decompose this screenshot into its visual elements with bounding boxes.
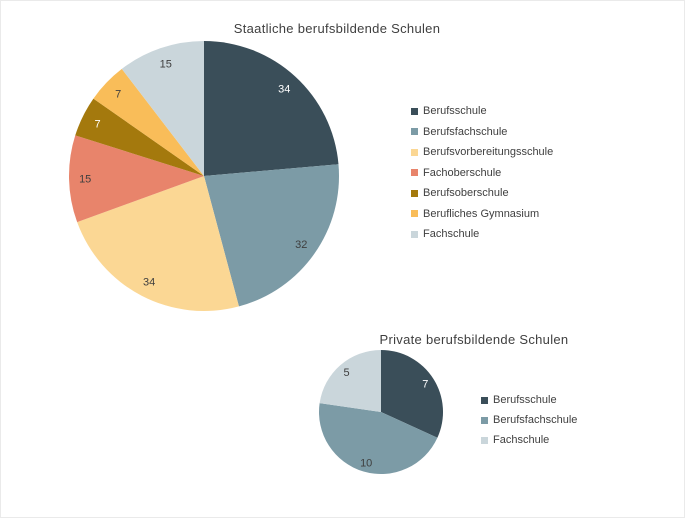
pie-slice-berufsvorbereitungsschule [77,176,239,311]
pie-value-label-berufsoberschule: 7 [94,118,100,130]
legend-label: Fachoberschule [423,166,502,179]
legend-label: Berufsvorbereitungsschule [423,146,554,159]
legend-swatch-icon [481,436,488,444]
legend-swatch-icon [411,230,418,238]
legend-swatch-icon [481,416,488,424]
legend-swatch-icon [411,210,418,218]
pie-value-label-berufsschule: 7 [422,378,428,390]
legend-label: Berufliches Gymnasium [423,207,540,220]
chart-title-staatliche: Staatliche berufsbildende Schulen [233,21,441,36]
pie-slice-fachschule [319,350,381,412]
pie-slice-berufliches-gymnasium [93,68,204,176]
legend-item-berufsschule: Berufsschule [481,390,577,410]
legend-swatch-icon [411,128,418,136]
pie-private: 7 10 5 [318,350,444,475]
pie-slice-fachschule [121,41,204,176]
legend-label: Berufsfachschule [423,125,508,138]
pie-value-label-berufsschule: 34 [278,83,290,95]
legend-swatch-icon [481,396,488,404]
legend-staatliche: Berufsschule Berufsfachschule Berufsvorber… [411,101,553,245]
legend-item-berufsoberschule: Berufsoberschule [411,183,553,204]
legend-item-berufsvorbereitungsschule: Berufsvorbereitungsschule [411,142,553,163]
pie-slice-berufsfachschule [204,164,340,307]
legend-swatch-icon [411,148,418,156]
legend-item-berufsfachschule: Berufsfachschule [481,410,577,430]
legend-label: Berufsschule [493,394,557,406]
pie-value-label-fachschule: 15 [160,58,172,70]
pie-value-label-fachoberschule: 15 [79,173,91,185]
pie-slice-berufsoberschule [75,98,204,176]
legend-item-fachschule: Fachschule [411,224,553,245]
legend-swatch-icon [411,189,418,197]
legend-label: Berufsoberschule [423,187,509,200]
chart-title-private: Private berufsbildende Schulen [379,332,569,347]
pie-staatliche: 34 32 34 15 7 7 15 [68,41,340,311]
pie-value-label-berufsfachschule: 10 [360,457,372,469]
pie-value-label-berufsfachschule: 32 [295,239,307,251]
legend-private: Berufsschule Berufsfachschule Fachschule [481,390,577,450]
legend-label: Berufsfachschule [493,414,578,426]
legend-item-berufsschule: Berufsschule [411,101,553,122]
legend-label: Fachschule [423,228,480,241]
pie-slice-berufsfachschule [318,403,438,475]
pie-value-label-berufliches-gymnasium: 7 [115,89,121,101]
pie-value-label-berufsvorbereitungsschule: 34 [143,276,155,288]
legend-item-fachschule: Fachschule [481,430,577,450]
pie-slice-berufsschule [381,350,444,438]
legend-swatch-icon [411,107,418,115]
legend-item-fachoberschule: Fachoberschule [411,163,553,184]
pie-slice-fachoberschule [68,135,204,223]
legend-label: Fachschule [493,434,550,446]
pie-slice-berufsschule [204,41,339,176]
pie-value-label-fachschule: 5 [343,367,349,379]
legend-label: Berufsschule [423,105,487,118]
legend-item-berufsfachschule: Berufsfachschule [411,122,553,143]
legend-item-berufliches-gymnasium: Berufliches Gymnasium [411,204,553,225]
legend-swatch-icon [411,169,418,177]
